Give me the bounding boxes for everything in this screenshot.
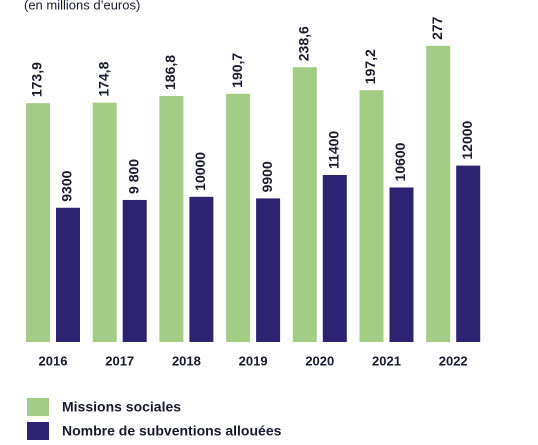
x-tick-label: 2019 — [239, 353, 268, 368]
legend-label: Nombre de subventions allouées — [62, 423, 282, 439]
data-label: 9 800 — [125, 159, 141, 194]
bar — [456, 165, 481, 342]
data-label: 9900 — [259, 161, 275, 192]
bar — [56, 207, 80, 342]
bar — [122, 199, 147, 342]
x-tick-label: 2022 — [439, 353, 468, 368]
chart-subtitle: (en millions d’euros) — [24, 0, 140, 12]
x-tick-label: 2020 — [305, 353, 334, 368]
bar — [256, 198, 281, 342]
legend-swatch — [27, 398, 49, 416]
bar — [92, 102, 117, 343]
x-tick-label: 2016 — [39, 353, 68, 368]
bar — [322, 174, 347, 342]
data-label: 238,6 — [296, 26, 312, 61]
data-label: 173,9 — [29, 62, 45, 97]
data-label: 12000 — [459, 120, 475, 159]
x-tick-label: 2021 — [372, 353, 401, 368]
bar — [226, 93, 251, 342]
data-label: 190,7 — [229, 53, 245, 88]
data-label: 10600 — [392, 142, 408, 181]
bar — [292, 67, 317, 342]
bar — [389, 187, 414, 342]
data-label: 186,8 — [162, 55, 178, 90]
data-label: 11400 — [326, 131, 342, 169]
bar — [189, 196, 214, 342]
x-tick-label: 2018 — [172, 353, 201, 368]
legend-swatch — [27, 422, 49, 440]
bar — [26, 103, 50, 343]
legend-label: Missions sociales — [62, 399, 181, 415]
bar — [426, 45, 451, 343]
data-label: 9300 — [59, 170, 75, 201]
data-label: 277 — [429, 16, 445, 40]
bar — [159, 96, 184, 342]
data-label: 174,8 — [95, 61, 111, 96]
data-label: 197,2 — [362, 49, 378, 84]
x-tick-label: 2017 — [105, 353, 134, 368]
data-label: 10000 — [192, 152, 208, 191]
bar — [359, 90, 384, 342]
